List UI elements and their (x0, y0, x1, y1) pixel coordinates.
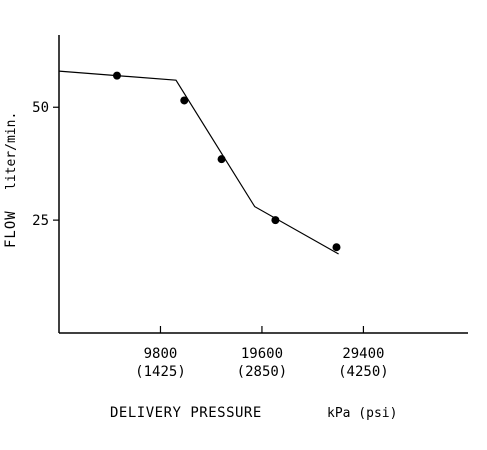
x-tick-label: 9800 (144, 346, 178, 362)
y-axis-label: FLOW (3, 210, 19, 248)
x-tick-label: 29400 (342, 346, 384, 362)
data-point (112, 71, 121, 80)
x-tick-sublabel: (1425) (135, 364, 186, 380)
data-point (271, 216, 280, 225)
data-point (217, 155, 226, 164)
x-tick-label: 19600 (241, 346, 283, 362)
y-axis-units: liter/min. (4, 112, 19, 190)
x-ticks: 9800 (1425) 19600 (2850) 29400 (4250) (135, 326, 389, 380)
x-axis-units: kPa (psi) (327, 406, 397, 421)
y-tick-label: 25 (32, 213, 49, 229)
y-ticks: 25 50 (32, 100, 59, 229)
x-tick-sublabel: (4250) (338, 364, 389, 380)
y-tick-label: 50 (32, 100, 49, 116)
x-tick-sublabel: (2850) (237, 364, 288, 380)
x-axis-label: DELIVERY PRESSURE (110, 405, 262, 421)
data-point (180, 96, 189, 105)
data-points (112, 71, 341, 252)
data-point (332, 243, 341, 252)
series-line (58, 70, 339, 255)
